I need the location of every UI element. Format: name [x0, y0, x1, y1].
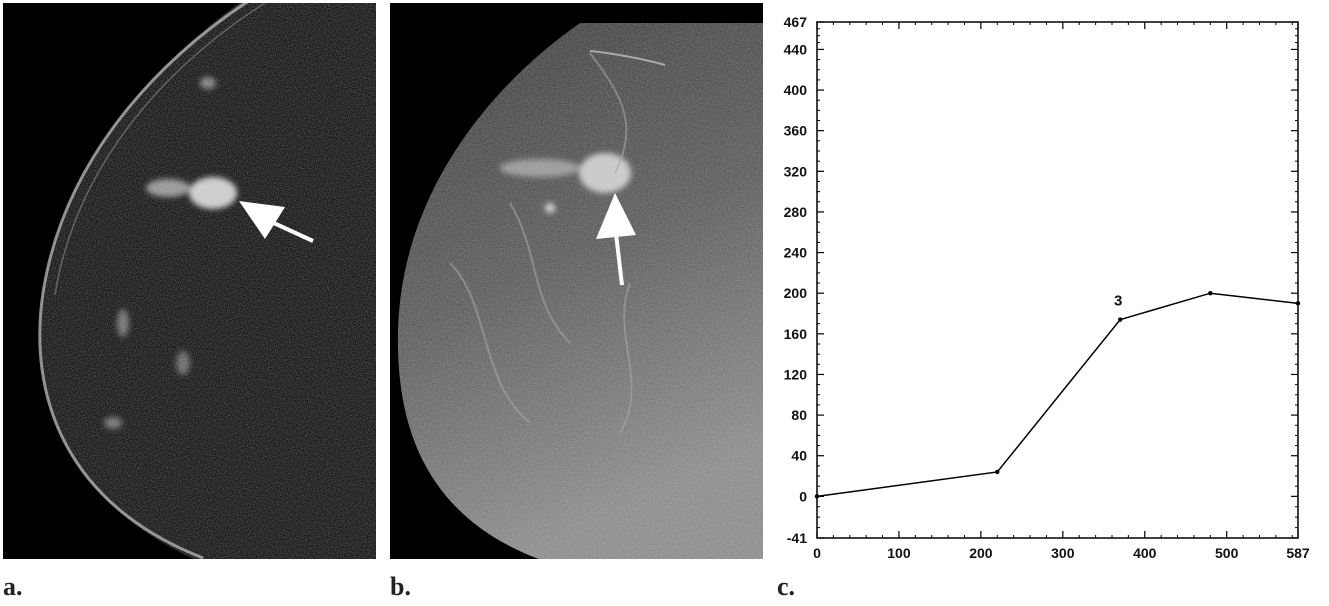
data-series	[814, 291, 1301, 499]
data-point	[1295, 301, 1301, 306]
y-tick-label: 80	[791, 407, 807, 423]
y-tick-label: 280	[784, 204, 808, 220]
y-tick-label: 360	[784, 123, 808, 139]
y-tick-label: 440	[784, 41, 808, 57]
data-point	[1117, 317, 1123, 322]
y-tick-label: 240	[784, 245, 808, 261]
x-tick-label: 300	[1051, 545, 1075, 561]
plot-frame	[816, 21, 1299, 539]
y-axis: -41 0 40 80 120 160 200 240 280 320 360 400 440 467	[784, 14, 1298, 546]
annotations: 3	[1114, 293, 1122, 310]
panel-label-c: c.	[777, 572, 796, 601]
panel-label-a: a.	[3, 572, 23, 601]
x-tick-label: 500	[1215, 545, 1239, 561]
y-tick-label: 120	[784, 366, 808, 382]
mri-image-a	[3, 3, 376, 559]
data-point	[1208, 291, 1213, 296]
data-point	[995, 469, 1000, 475]
series-line	[816, 292, 1299, 498]
x-axis: 0 100 200 300 400 500 587	[813, 22, 1310, 561]
x-tick-label: 200	[969, 545, 993, 561]
mri-image-b	[390, 3, 763, 559]
data-point	[814, 494, 820, 499]
y-tick-label: 467	[784, 14, 808, 30]
x-tick-label: 587	[1286, 545, 1310, 561]
panel-label-b: b.	[390, 572, 411, 601]
y-tick-label: 160	[784, 326, 808, 342]
x-tick-label: 100	[887, 545, 911, 561]
y-tick-label: -41	[787, 530, 807, 546]
y-tick-label: 320	[784, 163, 808, 179]
arrow-icon	[239, 201, 314, 243]
arrow-icon	[596, 193, 636, 286]
y-tick-label: 0	[799, 488, 807, 504]
x-tick-label: 0	[813, 545, 821, 561]
y-tick-label: 400	[784, 82, 808, 98]
y-tick-label: 40	[791, 448, 807, 464]
x-tick-label: 400	[1133, 545, 1157, 561]
y-tick-label: 200	[784, 285, 808, 301]
point-annotation: 3	[1114, 293, 1122, 310]
